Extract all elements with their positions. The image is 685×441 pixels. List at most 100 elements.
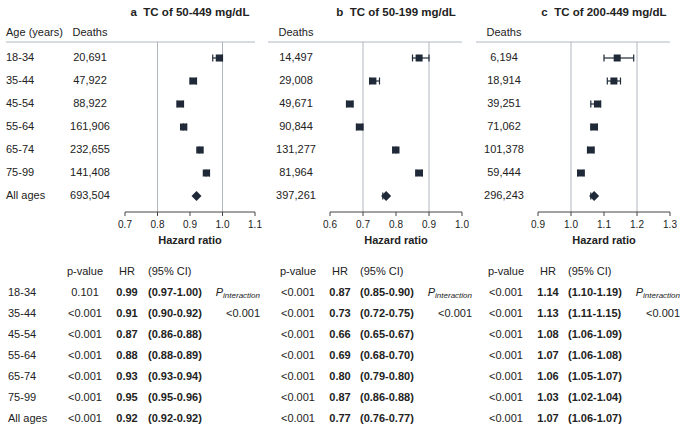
x-tick-label: 1.0	[216, 219, 230, 230]
header-rule	[268, 42, 462, 43]
point-square	[216, 55, 223, 62]
deaths-value: 39,251	[487, 97, 521, 109]
deaths-value: 18,914	[487, 74, 521, 86]
reference-line	[637, 42, 638, 212]
hr-label: 1.07	[537, 412, 558, 424]
row-label: 35-44	[6, 74, 34, 86]
table-header: HR	[540, 265, 556, 277]
p-value: <0.001	[489, 391, 523, 403]
point-diamond	[192, 191, 202, 201]
deaths-value: 29,008	[279, 74, 313, 86]
table-header: HR	[119, 265, 135, 277]
p-value: <0.001	[489, 370, 523, 382]
row-label: 65-74	[6, 143, 34, 155]
p-value: <0.001	[281, 307, 315, 319]
ci-label: (0.79-0.80)	[360, 370, 414, 382]
x-tick-label: 0.8	[389, 219, 403, 230]
panel-title: c TC of 200-449 mg/dL	[541, 6, 666, 18]
error-bar	[591, 124, 598, 131]
table-row-label: 45-54	[8, 328, 36, 340]
x-tick-label: 0.7	[118, 219, 132, 230]
table-header: HR	[332, 265, 348, 277]
row-label: All ages	[6, 189, 46, 201]
ci-label: (0.88-0.89)	[148, 349, 202, 361]
header-rule	[6, 42, 60, 43]
interaction-header: Pinteraction	[428, 286, 473, 300]
p-value: <0.001	[68, 391, 102, 403]
point-square	[587, 147, 594, 154]
row-label: 55-64	[6, 120, 34, 132]
ci-label: (1.02-1.04)	[568, 391, 622, 403]
x-tick-label: 1.0	[455, 219, 469, 230]
error-bar	[213, 55, 223, 62]
header-rule	[476, 42, 670, 43]
deaths-value: 6,194	[490, 51, 518, 63]
table-header: (95% CI)	[148, 265, 191, 277]
table-header: p-value	[67, 265, 103, 277]
ci-label: (0.86-0.88)	[360, 391, 414, 403]
ci-cap-low	[603, 55, 604, 62]
row-label: 75-99	[6, 166, 34, 178]
ci-label: (1.10-1.19)	[568, 286, 622, 298]
deaths-value: 141,408	[70, 166, 110, 178]
table-header: p-value	[488, 265, 524, 277]
error-bar	[607, 78, 620, 85]
x-axis-label: Hazard ratio	[364, 234, 428, 246]
hr-label: 0.80	[329, 370, 350, 382]
deaths-value: 49,671	[279, 97, 313, 109]
reference-line	[222, 42, 223, 212]
p-interaction: <0.001	[646, 307, 680, 319]
deaths-value: 71,062	[487, 120, 521, 132]
marks	[177, 55, 223, 202]
marks	[577, 55, 633, 202]
row-header: Age (years)	[6, 26, 63, 38]
point-square	[196, 147, 203, 154]
table: p-valueHR(95% CI)18-340.1010.99(0.97-1.0…	[8, 265, 261, 424]
deaths-value: 101,378	[484, 143, 524, 155]
panel: b TC of 50-199 mg/dLDeaths14,49729,00849…	[268, 6, 469, 246]
ci-label: (0.68-0.70)	[360, 349, 414, 361]
table: p-valueHR(95% CI)<0.0011.14(1.10-1.19)Pi…	[488, 265, 681, 424]
hr-label: 1.14	[537, 286, 559, 298]
x-tick	[604, 212, 605, 216]
table-header: p-value	[280, 265, 316, 277]
point-square	[610, 78, 617, 85]
error-bar	[347, 101, 354, 108]
p-value: <0.001	[68, 370, 102, 382]
deaths-value: 59,444	[487, 166, 521, 178]
hr-label: 0.87	[329, 391, 350, 403]
p-interaction: <0.001	[438, 307, 472, 319]
point-square	[346, 101, 353, 108]
ci-label: (1.06-1.08)	[568, 349, 622, 361]
hr-label: 1.08	[537, 328, 558, 340]
x-tick	[222, 212, 223, 216]
hr-label: 0.69	[329, 349, 350, 361]
p-value: 0.101	[71, 286, 99, 298]
hr-label: 1.03	[537, 391, 558, 403]
p-value: <0.001	[489, 328, 523, 340]
panel: a TC of 50-449 mg/dLDeaths20,69147,92288…	[60, 6, 262, 246]
ci-cap-low	[412, 55, 413, 62]
ci-label: (0.72-0.75)	[360, 307, 414, 319]
point-diamond	[589, 191, 599, 201]
hr-label: 0.91	[116, 307, 137, 319]
hr-label: 0.87	[116, 328, 137, 340]
ci-cap-high	[379, 78, 380, 85]
point-square	[416, 55, 423, 62]
deaths-value: 693,504	[70, 189, 110, 201]
deaths-value: 88,922	[73, 97, 107, 109]
p-value: <0.001	[489, 412, 523, 424]
hr-label: 0.73	[329, 307, 350, 319]
p-value: <0.001	[68, 412, 102, 424]
interaction-subscript: interaction	[435, 291, 472, 300]
x-tick	[462, 212, 463, 216]
deaths-value: 232,655	[70, 143, 110, 155]
ci-label: (1.05-1.07)	[568, 370, 622, 382]
row-label: 18-34	[6, 51, 34, 63]
deaths-value: 296,243	[484, 189, 524, 201]
hr-label: 0.95	[116, 391, 137, 403]
deaths-value: 161,906	[70, 120, 110, 132]
row-label: 45-54	[6, 97, 34, 109]
point-square	[594, 101, 601, 108]
error-bar	[588, 147, 595, 154]
